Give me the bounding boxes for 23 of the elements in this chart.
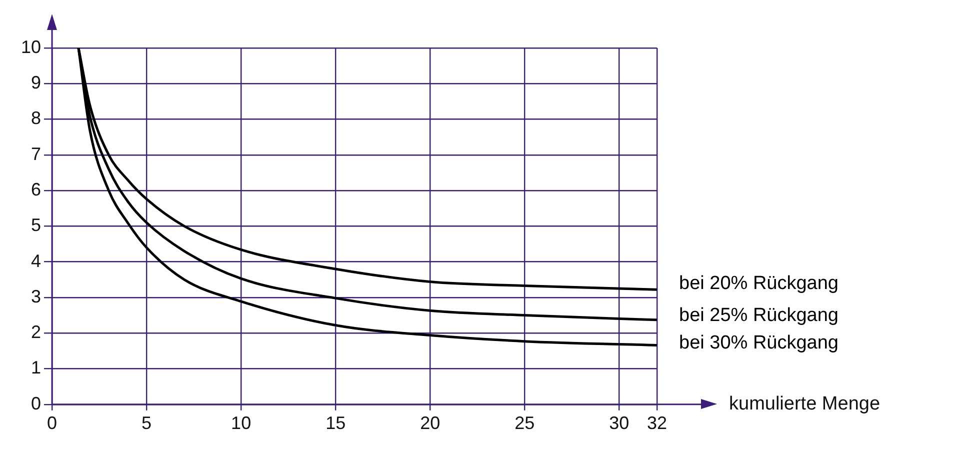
y-tick-label: 9 bbox=[31, 72, 42, 93]
series-label: bei 30% Rückgang bbox=[679, 332, 838, 354]
y-tick-label: 1 bbox=[31, 358, 42, 378]
y-tick-label: 3 bbox=[31, 286, 42, 306]
y-tick-label: 8 bbox=[31, 108, 42, 128]
x-tick-label: 20 bbox=[420, 413, 440, 434]
x-tick-label: 30 bbox=[609, 413, 630, 434]
x-tick-label: 32 bbox=[646, 413, 668, 434]
series-label: bei 20% Rückgang bbox=[679, 272, 838, 294]
y-tick-label: 4 bbox=[31, 250, 42, 271]
y-tick-label: 2 bbox=[31, 322, 42, 342]
x-tick-label: 10 bbox=[231, 413, 252, 434]
x-tick-label: 25 bbox=[514, 413, 535, 434]
y-tick-label: 10 bbox=[20, 36, 42, 57]
x-tick-label: 0 bbox=[47, 413, 58, 434]
y-tick-label: 7 bbox=[31, 144, 42, 164]
y-tick-label: 5 bbox=[31, 215, 42, 236]
x-tick-label: 5 bbox=[142, 413, 152, 434]
x-tick-label: 15 bbox=[326, 413, 346, 434]
x-axis-title: kumulierte Menge bbox=[729, 394, 880, 415]
y-tick-label: 6 bbox=[31, 180, 42, 200]
series-label: bei 25% Rückgang bbox=[679, 305, 838, 326]
y-tick-label: 0 bbox=[31, 393, 42, 414]
